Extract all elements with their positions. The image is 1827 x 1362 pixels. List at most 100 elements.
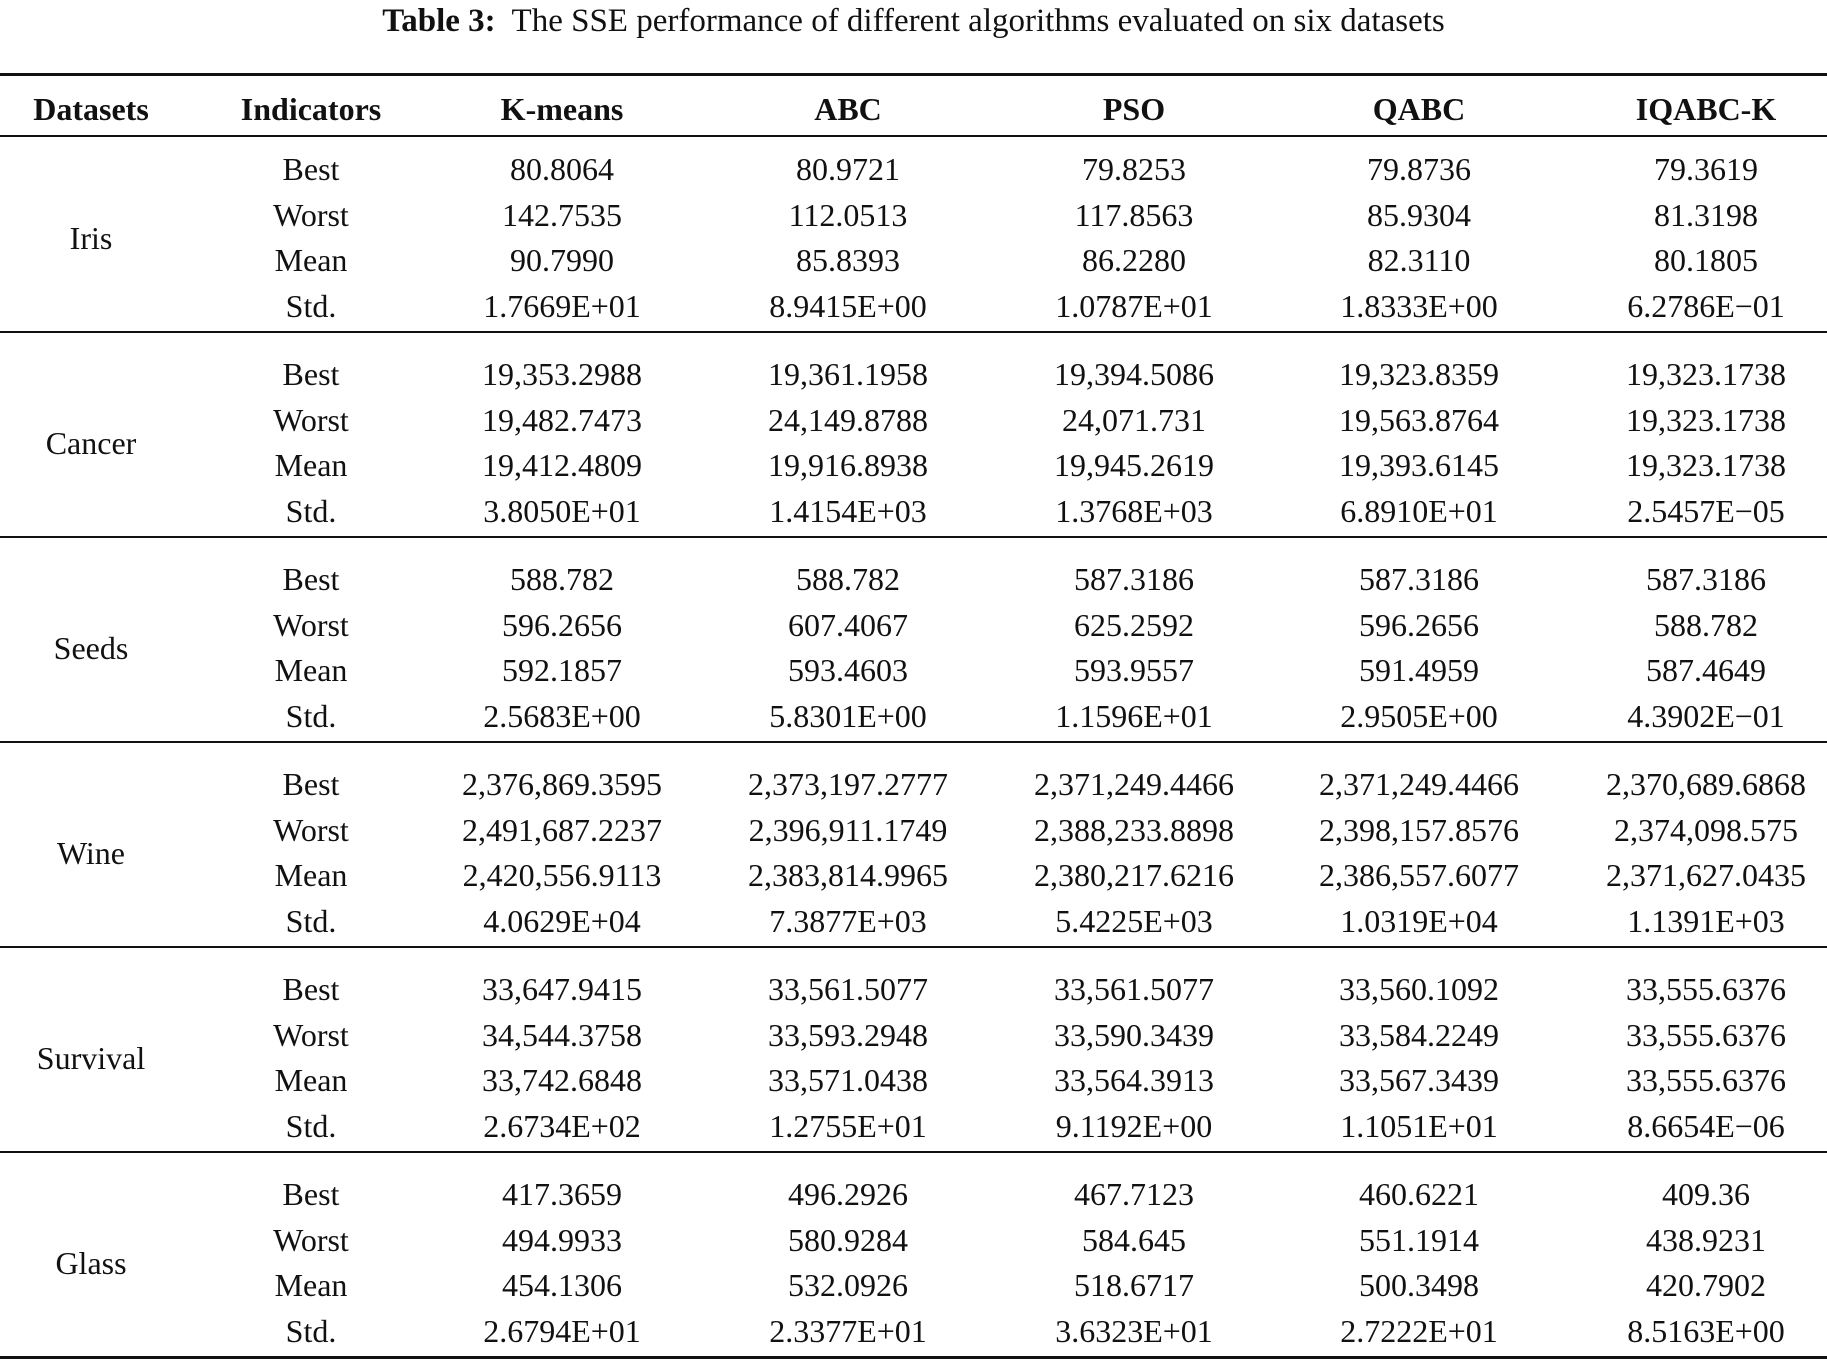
indicator-label: Mean bbox=[274, 242, 348, 279]
table-cell: 19,916.8938 bbox=[768, 447, 928, 484]
indicator-label: Mean bbox=[274, 857, 348, 894]
table-cell: 142.7535 bbox=[502, 196, 622, 233]
table-cell: 79.3619 bbox=[1654, 151, 1758, 187]
table-cell: 33,742.6848 bbox=[482, 1062, 642, 1099]
table-cell: 2,370,689.6868 bbox=[1606, 766, 1806, 802]
dataset-label: Cancer bbox=[45, 424, 137, 461]
table-cell: 2,371,627.0435 bbox=[1606, 857, 1806, 894]
table-cell: 19,323.8359 bbox=[1339, 356, 1499, 392]
table-cell: 2,386,557.6077 bbox=[1319, 857, 1519, 894]
table-cell: 2,374,098.575 bbox=[1614, 811, 1798, 848]
table-cell: 1.0787E+01 bbox=[1055, 288, 1213, 325]
table-cell: 9.1192E+00 bbox=[1055, 1108, 1213, 1145]
group-rule bbox=[0, 946, 1827, 948]
table-cell: 24,149.8788 bbox=[768, 401, 928, 438]
table-cell: 420.7902 bbox=[1646, 1267, 1766, 1304]
table-cell: 2.3377E+01 bbox=[769, 1313, 927, 1350]
table-cell: 6.2786E−01 bbox=[1627, 288, 1785, 325]
table-cell: 33,567.3439 bbox=[1339, 1062, 1499, 1099]
column-header: QABC bbox=[1372, 91, 1466, 127]
table-cell: 33,560.1092 bbox=[1339, 971, 1499, 1007]
indicator-label: Best bbox=[282, 1176, 340, 1212]
table-cell: 2,376,869.3595 bbox=[462, 766, 662, 802]
table-cell: 2.7222E+01 bbox=[1340, 1313, 1498, 1350]
indicator-label: Worst bbox=[273, 811, 349, 848]
group-rule bbox=[0, 1151, 1827, 1153]
table-cell: 500.3498 bbox=[1359, 1267, 1479, 1304]
indicator-label: Std. bbox=[285, 903, 337, 940]
table-cell: 454.1306 bbox=[502, 1267, 622, 1304]
table-cell: 2.5457E−05 bbox=[1627, 493, 1785, 530]
table-cell: 596.2656 bbox=[1359, 606, 1479, 643]
table-cell: 2.5683E+00 bbox=[483, 698, 641, 735]
table-cell: 587.4649 bbox=[1646, 652, 1766, 689]
table-cell: 2.6794E+01 bbox=[483, 1313, 641, 1350]
table-cell: 1.4154E+03 bbox=[769, 493, 927, 530]
table-cell: 33,561.5077 bbox=[1054, 971, 1214, 1007]
table-caption: Table 3: The SSE performance of differen… bbox=[0, 0, 1827, 42]
caption-label: Table 3: bbox=[382, 3, 496, 39]
table-cell: 584.645 bbox=[1082, 1221, 1186, 1258]
table-cell: 33,555.6376 bbox=[1626, 1016, 1786, 1053]
table-cell: 588.782 bbox=[510, 561, 614, 597]
indicator-label: Std. bbox=[285, 493, 337, 530]
table-cell: 1.3768E+03 bbox=[1055, 493, 1213, 530]
table-cell: 19,323.1738 bbox=[1626, 401, 1786, 438]
table-cell: 82.3110 bbox=[1367, 242, 1471, 279]
table-cell: 587.3186 bbox=[1359, 561, 1479, 597]
table-cell: 33,564.3913 bbox=[1054, 1062, 1214, 1099]
indicator-label: Best bbox=[282, 151, 340, 187]
table-cell: 112.0513 bbox=[788, 196, 908, 233]
table-cell: 79.8736 bbox=[1367, 151, 1471, 187]
table-cell: 2,371,249.4466 bbox=[1319, 766, 1519, 802]
table-cell: 19,394.5086 bbox=[1054, 356, 1214, 392]
column-header: K-means bbox=[500, 91, 624, 127]
table-cell: 2,396,911.1749 bbox=[748, 811, 948, 848]
table-cell: 2,388,233.8898 bbox=[1034, 811, 1234, 848]
table-cell: 8.5163E+00 bbox=[1627, 1313, 1785, 1350]
table-cell: 518.6717 bbox=[1074, 1267, 1194, 1304]
table-cell: 19,323.1738 bbox=[1626, 356, 1786, 392]
table-cell: 2,491,687.2237 bbox=[462, 811, 662, 848]
table-cell: 79.8253 bbox=[1082, 151, 1186, 187]
table-cell: 494.9933 bbox=[502, 1221, 622, 1258]
group-rule bbox=[0, 741, 1827, 743]
table-cell: 596.2656 bbox=[502, 606, 622, 643]
table-cell: 593.4603 bbox=[788, 652, 908, 689]
table-cell: 86.2280 bbox=[1082, 242, 1186, 279]
table-cell: 81.3198 bbox=[1654, 196, 1758, 233]
table-cell: 2,398,157.8576 bbox=[1319, 811, 1519, 848]
table-cell: 19,412.4809 bbox=[482, 447, 642, 484]
table-cell: 592.1857 bbox=[502, 652, 622, 689]
indicator-label: Best bbox=[282, 561, 340, 597]
table-cell: 90.7990 bbox=[510, 242, 614, 279]
column-header: Datasets bbox=[33, 91, 149, 127]
table-cell: 33,561.5077 bbox=[768, 971, 928, 1007]
table-cell: 33,584.2249 bbox=[1339, 1016, 1499, 1053]
indicator-label: Worst bbox=[273, 196, 349, 233]
column-header: IQABC-K bbox=[1635, 91, 1777, 127]
table-cell: 587.3186 bbox=[1074, 561, 1194, 597]
table-cell: 19,323.1738 bbox=[1626, 447, 1786, 484]
table-cell: 2.9505E+00 bbox=[1340, 698, 1498, 735]
table-cell: 417.3659 bbox=[502, 1176, 622, 1212]
table-cell: 6.8910E+01 bbox=[1340, 493, 1498, 530]
indicator-label: Best bbox=[282, 766, 340, 802]
indicator-label: Mean bbox=[274, 652, 348, 689]
table-cell: 80.1805 bbox=[1654, 242, 1758, 279]
dataset-label: Wine bbox=[56, 834, 126, 871]
indicator-label: Best bbox=[282, 356, 340, 392]
table-cell: 19,393.6145 bbox=[1339, 447, 1499, 484]
header-rule bbox=[0, 135, 1827, 137]
dataset-label: Iris bbox=[69, 219, 113, 256]
table-cell: 33,647.9415 bbox=[482, 971, 642, 1007]
table-cell: 19,482.7473 bbox=[482, 401, 642, 438]
caption-text: The SSE performance of different algorit… bbox=[511, 3, 1445, 39]
table-cell: 2,380,217.6216 bbox=[1034, 857, 1234, 894]
table-cell: 4.3902E−01 bbox=[1627, 698, 1785, 735]
table-cell: 2.6734E+02 bbox=[483, 1108, 641, 1145]
table-cell: 33,593.2948 bbox=[768, 1016, 928, 1053]
dataset-label: Seeds bbox=[53, 629, 129, 666]
table-cell: 1.0319E+04 bbox=[1340, 903, 1498, 940]
top-rule bbox=[0, 73, 1827, 76]
